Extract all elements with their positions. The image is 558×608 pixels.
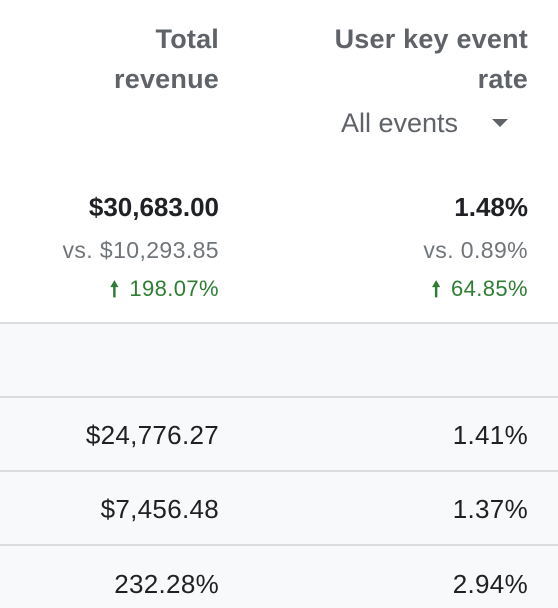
revenue-compare-value: vs. $10,293.85 — [62, 237, 219, 263]
total-rate-value: 1.48% — [454, 192, 528, 222]
row-rate-cell: 1.37% — [452, 494, 528, 524]
arrow-up-icon: 🠕 — [431, 278, 441, 301]
header-user-key-event-rate[interactable]: User key event rate — [308, 19, 528, 99]
rate-compare-value: vs. 0.89% — [423, 237, 528, 263]
row-revenue-cell: 232.28% — [114, 569, 219, 599]
key-event-dropdown-label: All events — [340, 108, 458, 138]
table-row[interactable]: 232.28% 2.94% — [0, 544, 558, 608]
row-rate-cell: 1.41% — [452, 420, 528, 450]
table-row-empty — [0, 322, 558, 398]
key-event-dropdown[interactable]: All events — [340, 104, 508, 142]
table-row[interactable]: $7,456.48 1.37% — [0, 470, 558, 544]
total-revenue-value: $30,683.00 — [88, 192, 219, 222]
rate-change-value: 64.85% — [450, 276, 528, 301]
row-rate-cell: 2.94% — [452, 569, 528, 599]
revenue-change-value: 198.07% — [129, 276, 219, 301]
rate-change: 🠕 64.85% — [432, 273, 528, 306]
row-revenue-cell: $7,456.48 — [100, 494, 219, 524]
header-user-key-event-rate-line2: rate — [477, 64, 528, 94]
header-user-key-event-rate-line1: User key event — [334, 24, 528, 54]
revenue-change: 🠕 198.07% — [110, 273, 219, 306]
arrow-up-icon: 🠕 — [109, 278, 120, 301]
caret-down-icon — [492, 119, 508, 127]
header-total-revenue[interactable]: Total revenue — [19, 19, 219, 99]
table-row[interactable]: $24,776.27 1.41% — [0, 396, 558, 470]
row-revenue-cell: $24,776.27 — [85, 420, 219, 450]
header-total-revenue-line2: revenue — [114, 64, 219, 94]
header-total-revenue-line1: Total — [155, 24, 219, 54]
